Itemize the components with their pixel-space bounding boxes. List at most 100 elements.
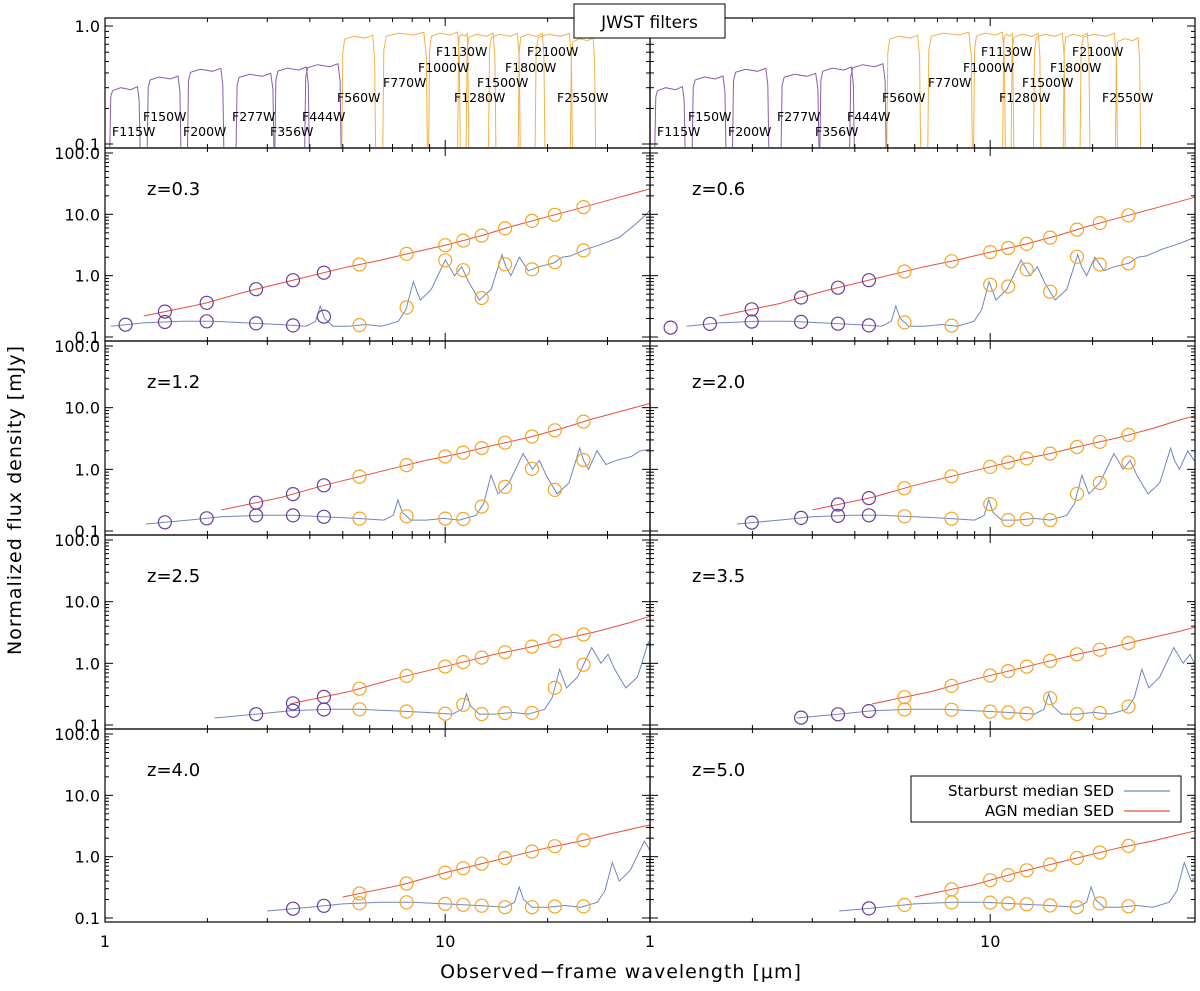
filters-y-tick-label: 1.0 — [75, 17, 100, 36]
starburst-photometry-marker — [456, 511, 471, 527]
agn-photometry-marker — [983, 459, 998, 474]
sed-panel-frame — [649, 147, 1196, 342]
filter-curve-f1280w — [465, 32, 497, 148]
y-tick-label: 0.1 — [75, 522, 100, 541]
filter-label-f444w: F444W — [847, 109, 890, 124]
starburst-photometry-marker — [944, 702, 959, 717]
y-tick-label: 10.0 — [64, 593, 100, 612]
agn-photometry-marker — [944, 678, 959, 694]
starburst-photometry-marker — [249, 316, 264, 331]
filter-curve-f277w — [780, 72, 820, 148]
sed-panel-frame — [649, 340, 1196, 536]
starburst-photometry-marker — [285, 703, 301, 718]
agn-photometry-marker — [1092, 845, 1107, 860]
agn-photometry-marker — [1069, 222, 1085, 237]
agn-photometry-marker — [547, 207, 562, 222]
starburst-photometry-marker — [663, 320, 678, 335]
starburst-photometry-marker — [547, 255, 562, 270]
agn-photometry-marker — [576, 200, 591, 215]
agn-photometry-marker — [1042, 857, 1058, 872]
starburst-photometry-marker — [1092, 705, 1107, 721]
starburst-photometry-marker — [199, 511, 214, 526]
starburst-photometry-marker — [793, 510, 809, 526]
starburst-photometry-marker — [524, 705, 540, 721]
y-tick-label: 100.0 — [54, 531, 100, 550]
agn-photometry-marker — [983, 668, 998, 683]
agn-photometry-marker — [399, 668, 414, 684]
filter-curve-f356w — [274, 66, 310, 148]
agn-photometry-marker — [438, 659, 453, 674]
agn-photometry-marker — [1121, 635, 1136, 651]
agn-photometry-marker — [1019, 863, 1034, 878]
agn-photometry-marker — [456, 233, 471, 248]
filter-curve-f277w — [235, 72, 275, 148]
filter-label-f356w: F356W — [270, 124, 313, 139]
starburst-photometry-marker — [547, 680, 562, 696]
redshift-label: z=1.2 — [147, 372, 200, 393]
starburst-photometry-marker — [744, 314, 759, 329]
starburst-photometry-marker — [498, 257, 513, 272]
filter-curve-f2100w — [1079, 32, 1118, 148]
starburst-sed-z2-0 — [736, 446, 1196, 525]
y-tick-label: 100.0 — [54, 725, 100, 744]
filter-label-f356w: F356W — [815, 124, 858, 139]
starburst-photometry-marker — [944, 318, 959, 333]
starburst-photometry-marker — [944, 511, 959, 526]
starburst-photometry-marker — [352, 511, 367, 526]
agn-photometry-marker — [285, 273, 301, 288]
filter-curve-f200w — [732, 67, 770, 148]
filter-label-f444w: F444W — [302, 109, 345, 124]
starburst-photometry-marker — [524, 461, 540, 476]
starburst-photometry-marker — [576, 452, 591, 468]
starburst-sed-z3-5 — [796, 646, 1196, 719]
starburst-photometry-marker — [983, 704, 998, 719]
starburst-sed-z0-6 — [686, 236, 1196, 327]
agn-photometry-marker — [1019, 236, 1034, 251]
agn-photometry-marker — [524, 429, 540, 444]
filter-label-f200w: F200W — [728, 124, 771, 139]
agn-photometry-marker — [944, 882, 959, 897]
agn-photometry-marker — [1042, 230, 1058, 245]
starburst-photometry-marker — [861, 703, 877, 719]
legend: Starburst median SED AGN median SED — [910, 775, 1182, 823]
starburst-photometry-marker — [702, 316, 718, 331]
filter-label-f770w: F770W — [928, 75, 971, 90]
starburst-photometry-marker — [1092, 475, 1107, 491]
starburst-photometry-marker — [118, 317, 133, 332]
starburst-photometry-marker — [474, 898, 489, 913]
agn-sed-z3-5 — [872, 626, 1196, 705]
starburst-photometry-marker — [897, 897, 912, 913]
filter-label-f150w: F150W — [143, 109, 186, 124]
filter-curve-f115w — [109, 85, 141, 148]
starburst-photometry-marker — [1069, 249, 1085, 264]
agn-photometry-marker — [498, 645, 513, 660]
filter-label-f2100w: F2100W — [1072, 44, 1123, 59]
redshift-label: z=3.5 — [692, 566, 745, 587]
agn-photometry-marker — [1121, 427, 1136, 442]
agn-photometry-marker — [547, 633, 562, 649]
filter-label-f1800w: F1800W — [1050, 60, 1101, 75]
starburst-sed-z4-0 — [267, 839, 651, 912]
y-axis-label: Normalized flux density [mJy] — [4, 345, 26, 655]
starburst-photometry-marker — [1121, 699, 1136, 714]
agn-photometry-marker — [474, 856, 489, 871]
filter-curve-f444w — [849, 63, 887, 148]
agn-photometry-marker — [1042, 653, 1058, 669]
filter-label-f115w: F115W — [112, 124, 155, 139]
filter-curve-f2100w — [534, 32, 573, 148]
agn-photometry-marker — [576, 414, 591, 429]
agn-photometry-marker — [1121, 208, 1136, 223]
filter-label-f1280w: F1280W — [454, 90, 505, 105]
agn-photometry-marker — [1001, 240, 1016, 256]
starburst-photometry-marker — [983, 497, 998, 512]
agn-photometry-marker — [1001, 455, 1016, 470]
agn-photometry-marker — [547, 839, 562, 854]
y-tick-label: 0.1 — [75, 909, 100, 928]
agn-photometry-marker — [1121, 838, 1136, 854]
agn-sed-z5-0 — [914, 830, 1196, 898]
starburst-photometry-marker — [285, 318, 301, 333]
agn-photometry-marker — [199, 295, 214, 310]
redshift-label: z=2.5 — [147, 566, 200, 587]
starburst-photometry-marker — [456, 897, 471, 912]
y-tick-label: 100.0 — [54, 144, 100, 163]
